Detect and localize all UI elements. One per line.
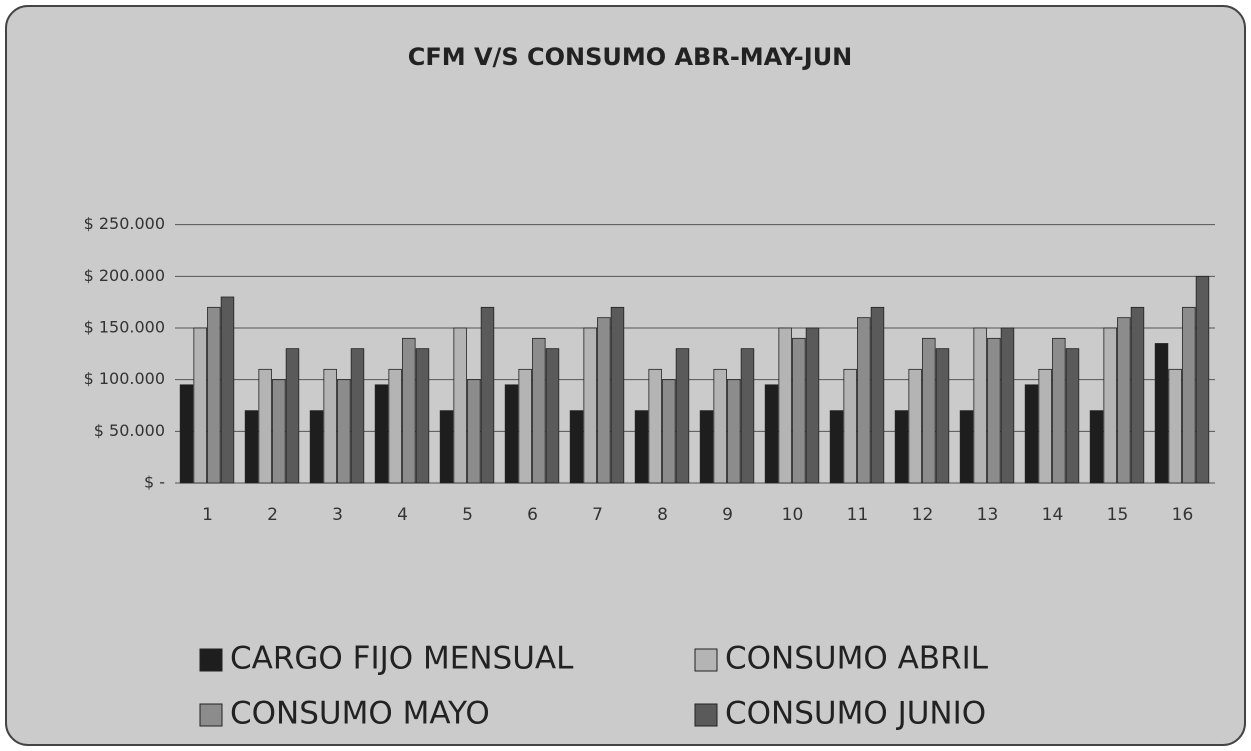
bar — [935, 348, 950, 484]
x-tick-label: 15 — [1107, 505, 1129, 525]
bar — [1168, 368, 1182, 484]
bar — [740, 348, 755, 484]
bar — [894, 410, 909, 484]
bar — [1089, 410, 1104, 484]
bar — [908, 368, 922, 484]
bar — [402, 337, 416, 484]
x-tick-label: 13 — [977, 505, 999, 525]
bar — [857, 317, 871, 484]
bar — [272, 379, 286, 484]
x-tick-label: 1 — [202, 505, 213, 525]
bar — [805, 327, 820, 484]
bar — [583, 327, 597, 484]
x-tick-label: 10 — [782, 505, 804, 525]
legend-label: CARGO FIJO MENSUAL — [230, 641, 574, 677]
bar — [337, 379, 351, 484]
bar — [309, 410, 324, 484]
bar — [439, 410, 454, 484]
bar — [829, 410, 844, 484]
x-tick-label: 4 — [397, 505, 408, 525]
y-tick-label: $ 250.000 — [84, 214, 165, 233]
legend-swatch — [694, 703, 718, 727]
x-tick-label: 12 — [912, 505, 934, 525]
bar — [1130, 306, 1145, 484]
y-tick-label: $ 150.000 — [84, 318, 165, 337]
bar — [1000, 327, 1015, 484]
bar — [634, 410, 649, 484]
x-tick-label: 9 — [722, 505, 733, 525]
x-tick-label: 5 — [462, 505, 473, 525]
bar — [374, 384, 389, 484]
bar — [843, 368, 857, 484]
bar — [727, 379, 741, 484]
legend-swatch — [199, 703, 223, 727]
bar — [504, 384, 519, 484]
bar — [792, 337, 806, 484]
legend-swatch — [694, 648, 718, 672]
chart-frame — [5, 5, 1246, 746]
bar — [323, 368, 337, 484]
bar — [569, 410, 584, 484]
bar — [415, 348, 430, 484]
bar — [258, 368, 272, 484]
bar — [1103, 327, 1117, 484]
y-tick-label: $ - — [144, 473, 165, 492]
x-tick-label: 16 — [1172, 505, 1194, 525]
x-tick-label: 6 — [527, 505, 538, 525]
bar — [1117, 317, 1131, 484]
bar — [193, 327, 207, 484]
bar — [1195, 275, 1210, 484]
bar — [648, 368, 662, 484]
x-tick-label: 8 — [657, 505, 668, 525]
x-tick-label: 3 — [332, 505, 343, 525]
x-tick-label: 2 — [267, 505, 278, 525]
x-tick-label: 11 — [847, 505, 869, 525]
bar — [597, 317, 611, 484]
bar — [764, 384, 779, 484]
bar — [987, 337, 1001, 484]
bar — [179, 384, 194, 484]
bar — [610, 306, 625, 484]
bar — [1065, 348, 1080, 484]
bar — [350, 348, 365, 484]
bar — [662, 379, 676, 484]
bar — [453, 327, 467, 484]
x-tick-label: 14 — [1042, 505, 1064, 525]
chart-title: CFM V/S CONSUMO ABR-MAY-JUN — [408, 43, 853, 71]
legend-swatch — [199, 648, 223, 672]
bar — [778, 327, 792, 484]
bar — [675, 348, 690, 484]
bar — [244, 410, 259, 484]
legend-label: CONSUMO JUNIO — [725, 696, 986, 732]
bar — [532, 337, 546, 484]
bar — [1024, 384, 1039, 484]
bar — [467, 379, 481, 484]
bar — [1182, 306, 1196, 484]
bar — [480, 306, 495, 484]
bar — [973, 327, 987, 484]
bar — [870, 306, 885, 484]
y-tick-label: $ 50.000 — [94, 421, 165, 440]
x-tick-label: 7 — [592, 505, 603, 525]
legend-label: CONSUMO MAYO — [230, 696, 490, 732]
y-tick-label: $ 200.000 — [84, 266, 165, 285]
bar — [388, 368, 402, 484]
bar — [220, 296, 235, 484]
bar — [518, 368, 532, 484]
bar — [699, 410, 714, 484]
y-tick-label: $ 100.000 — [84, 369, 165, 388]
bar — [545, 348, 560, 484]
bar — [959, 410, 974, 484]
bar — [1154, 343, 1169, 484]
bar — [1052, 337, 1066, 484]
bar — [207, 306, 221, 484]
legend-label: CONSUMO ABRIL — [725, 641, 989, 677]
bar — [922, 337, 936, 484]
bar — [1038, 368, 1052, 484]
bar — [285, 348, 300, 484]
bar — [713, 368, 727, 484]
